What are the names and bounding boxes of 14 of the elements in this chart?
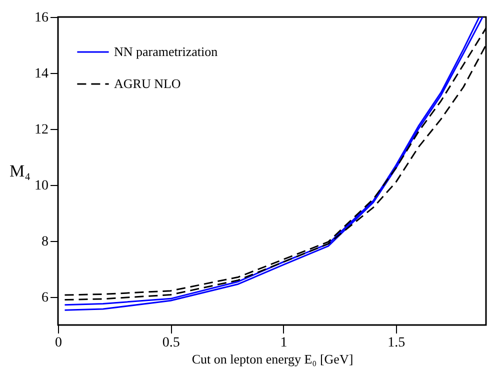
y-tick-label: 14 — [34, 66, 48, 82]
x-tick-label: 0 — [55, 336, 62, 350]
legend-label: NN parametrization — [114, 44, 218, 59]
y-tick-label: 6 — [42, 290, 48, 306]
y-tick-label: 8 — [42, 234, 48, 250]
x-tick-label: 1.5 — [388, 336, 406, 350]
y-axis-title: M₄ — [9, 162, 31, 180]
y-tick-label: 16 — [34, 10, 48, 26]
x-tick-label: 0.5 — [162, 336, 180, 350]
y-tick-label: 10 — [34, 178, 48, 194]
legend-label: AGRU NLO — [114, 76, 181, 91]
x-tick-label: 1 — [280, 336, 288, 350]
y-tick-label: 12 — [34, 122, 48, 138]
x-axis-title: Cut on lepton energy E₀ [GeV] — [192, 352, 354, 366]
